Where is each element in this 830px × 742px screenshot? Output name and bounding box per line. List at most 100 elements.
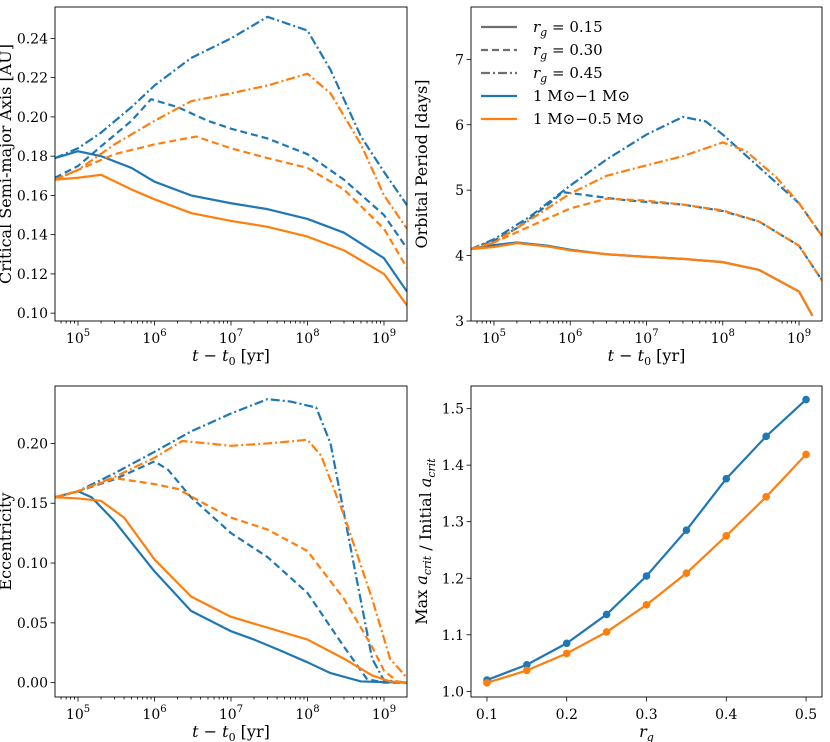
x-axis-label: t − t0 [yr] [192,722,270,742]
data-point-1-8 [802,450,810,459]
series-line-1 [55,460,407,684]
x-tick-label: 106 [142,328,166,347]
y-tick-label: 0.20 [17,110,48,126]
data-point-0-8 [802,395,810,404]
x-tick-label: 106 [142,704,166,723]
y-tick-label: 3 [455,314,464,330]
axes-frame [470,6,823,322]
x-axis-label: t − t0 [yr] [608,346,686,368]
x-tick-label: 0.5 [795,707,817,723]
data-point-0-7 [762,432,770,441]
data-point-0-3 [602,610,611,619]
y-tick-label: 0.20 [17,436,48,452]
series-line-0 [55,490,407,684]
y-tick-label: 0.10 [17,556,48,572]
series-line-3 [55,173,407,306]
x-tick-label: 108 [295,328,319,347]
series-line-1 [55,98,407,250]
series-line-0 [55,150,407,293]
x-tick-label: 107 [219,704,243,723]
series-line-3 [55,496,407,684]
series-line-5 [55,72,407,230]
series-line-2 [55,15,407,206]
series-line-5 [471,141,822,251]
y-tick-label: 4 [455,249,464,265]
data-point-1-7 [762,493,770,501]
data-point-1-5 [682,569,691,577]
y-tick-label: 0.10 [17,306,48,322]
y-tick-label: 0.22 [17,71,48,87]
legend-label-0: rg = 0.15 [533,18,603,39]
y-axis-label: Max acrit / Initial acrit [412,458,438,625]
x-tick-label: 0.1 [476,707,498,723]
plot-area [55,398,407,684]
series-line-4 [471,197,822,282]
x-tick-label: 0.3 [635,707,657,723]
x-tick-label: 109 [372,704,396,723]
data-point-1-6 [722,532,731,540]
y-tick-label: 6 [455,118,464,134]
y-tick-label: 7 [455,52,464,68]
data-point-0-4 [642,572,651,580]
y-axis-label: Orbital Period [days] [412,79,431,248]
series-line-4 [55,477,407,684]
data-point-0-1 [523,660,531,669]
x-tick-label: 107 [219,328,243,347]
x-axis-label: rg [639,722,654,742]
y-tick-label: 1.1 [442,628,464,644]
y-tick-label: 0.12 [17,267,48,283]
y-tick-label: 1.4 [442,458,464,474]
x-tick-label: 105 [66,704,90,723]
series-line-1 [486,453,807,684]
axes-frame [54,6,408,322]
y-tick-label: 1.2 [442,571,464,587]
y-tick-label: 1.3 [442,515,464,531]
data-point-1-0 [483,679,491,687]
series-line-2 [471,115,822,251]
y-tick-label: 0.14 [17,228,48,244]
legend-label-2: rg = 0.45 [533,64,603,85]
y-tick-label: 0.05 [17,616,48,632]
x-tick-label: 105 [66,328,90,347]
data-point-1-3 [602,628,611,636]
axes-frame [54,385,408,698]
data-point-0-5 [682,526,691,534]
y-tick-label: 5 [455,183,464,199]
plot-area [486,398,807,684]
data-point-1-4 [642,601,651,609]
panel-eccentricity: 105 106 107 108 109 0.00 0.05 0.10 0.15 0.20 t − t… [0,385,408,742]
panel-semi-major-axis: 105 106 107 108 109 0.10 0.12 0.14 0.16 0.18 0.20 0… [0,6,408,368]
series-line-5 [55,438,407,679]
y-axis-label: Eccentricity [0,492,15,590]
x-tick-label: 105 [482,328,506,347]
y-tick-label: 0.18 [17,149,48,165]
series-line-1 [471,191,822,282]
legend-label-4: 1 M⊙−0.5 M⊙ [533,110,644,128]
panel-max-acrit-ratio: 0.1 0.2 0.3 0.4 0.5 1.0 1.1 1.2 1.3 1.4 1.5 rg Max a… [412,385,823,742]
series-line-0 [486,398,807,682]
series-line-4 [55,135,407,269]
x-tick-label: 109 [787,328,811,347]
x-tick-label: 109 [372,328,396,347]
x-tick-label: 0.4 [715,707,737,723]
data-point-0-6 [722,474,731,483]
legend-label-1: rg = 0.30 [533,41,603,62]
x-tick-label: 106 [558,328,582,347]
y-tick-label: 1.5 [442,402,464,418]
series-line-2 [55,398,407,684]
series-line-0 [471,241,814,317]
plot-area [55,15,407,306]
y-tick-label: 0.16 [17,188,48,204]
data-point-1-2 [562,649,571,658]
y-axis-label: Critical Semi-major Axis [AU] [0,44,15,284]
x-axis-label: t − t0 [yr] [192,346,270,368]
panel-orbital-period: 105 106 107 108 109 3 4 5 6 7 t − t0 [yr] Orbital P… [412,6,823,368]
plot-area [471,115,822,317]
x-tick-label: 108 [711,328,735,347]
x-tick-label: 107 [634,328,658,347]
data-point-1-1 [523,666,531,675]
y-tick-label: 1.0 [442,684,464,700]
data-point-0-2 [562,639,571,648]
